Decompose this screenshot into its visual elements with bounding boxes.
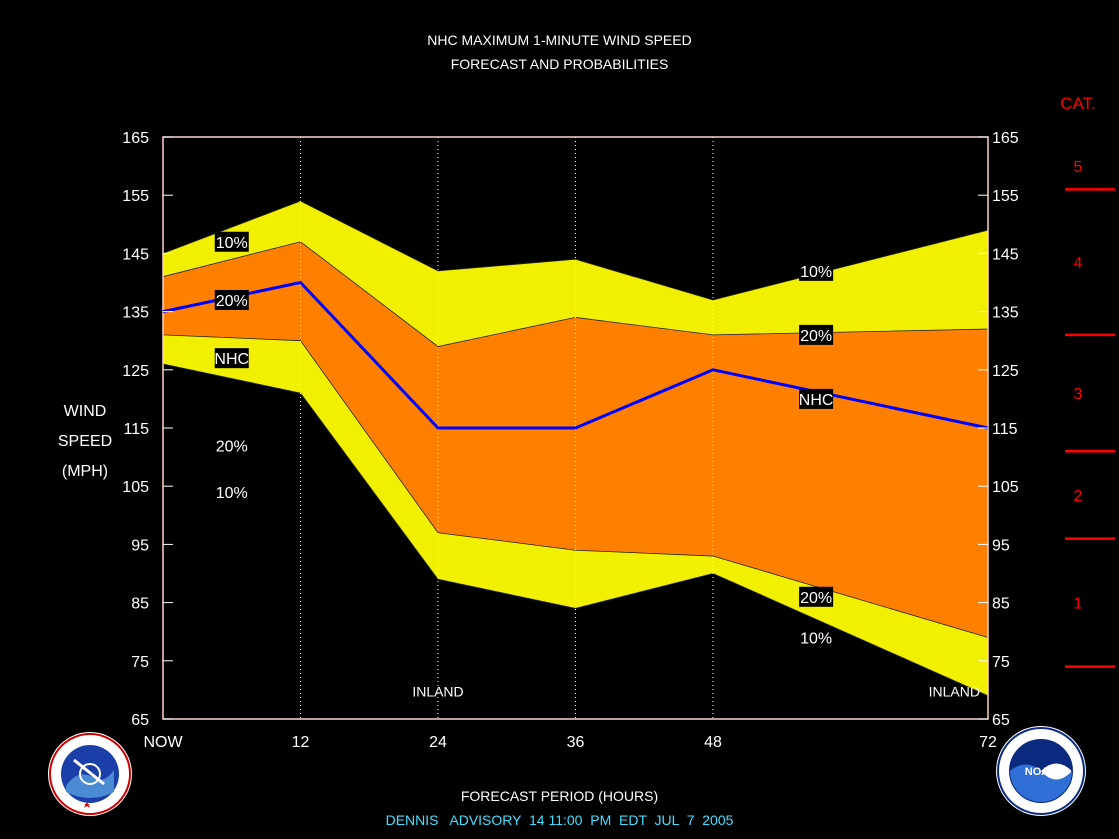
y-tick-label-left: 75 <box>131 654 149 671</box>
series-label-left: 10% <box>216 485 248 502</box>
band-edge-20pct-upper <box>162 241 989 347</box>
series-labels: 10% 20% NHC 20% 10% 10% 20% NHC 20% 10% <box>214 231 834 648</box>
x-tick-label: 36 <box>567 734 585 751</box>
y-tick-label-right: 115 <box>992 421 1018 438</box>
series-label-box-left-4 <box>214 482 249 503</box>
y-axis-label-line1: WIND <box>63 403 107 420</box>
series-label-box-left-0 <box>214 231 249 252</box>
series-label-box-left-1 <box>214 289 249 310</box>
vertical-gridlines <box>300 137 714 719</box>
chart-title-line1: NHC MAXIMUM 1-MINUTE WIND SPEED <box>427 32 692 48</box>
y-tick-label-right: 155 <box>992 188 1019 205</box>
y-tick-label-left: 145 <box>122 246 149 263</box>
y-tick-label-left: 105 <box>122 479 149 496</box>
band-edge-10pct-upper <box>162 200 989 301</box>
chart-title-line2: FORECAST AND PROBABILITIES <box>450 56 669 72</box>
series-label-right: NHC <box>799 392 834 409</box>
y-tick-label-left: 135 <box>122 305 149 322</box>
band-20-percent <box>163 241 988 638</box>
x-tick-label: 24 <box>429 734 447 751</box>
nhc-forecast-line <box>162 280 989 430</box>
category-label: 4 <box>1074 255 1083 272</box>
y-tick-label-left: 165 <box>122 130 149 147</box>
x-axis-title: FORECAST PERIOD (HOURS) <box>460 788 659 804</box>
y-tick-label-left: 155 <box>122 188 149 205</box>
series-label-right: 10% <box>800 631 832 648</box>
series-label-right: 10% <box>800 264 832 281</box>
series-label-right: 20% <box>800 328 832 345</box>
y-tick-label-right: 95 <box>992 537 1010 554</box>
y-tick-label-right: 165 <box>992 130 1019 147</box>
category-label: 3 <box>1074 386 1083 403</box>
category-scale-title: CAT. <box>1060 94 1096 113</box>
x-tick-label: 48 <box>704 734 722 751</box>
nws-logo-icon <box>44 730 136 823</box>
inland-annotation: INLAND <box>412 683 463 699</box>
band-edge-10pct-lower <box>162 363 989 697</box>
x-tick-label: 72 <box>979 734 997 751</box>
y-tick-label-right: 65 <box>992 712 1010 729</box>
annotations: INLAND INLAND <box>412 683 980 699</box>
series-label-box-left-3 <box>214 435 249 456</box>
y-tick-label-right: 125 <box>992 363 1019 380</box>
category-label: 2 <box>1074 488 1083 505</box>
y-tick-label-right: 75 <box>992 654 1010 671</box>
series-label-left: NHC <box>214 351 249 368</box>
y-tick-label-right: 135 <box>992 305 1019 322</box>
advisory-line: DENNIS ADVISORY 14 11:00 PM EDT JUL 7 20… <box>385 812 734 828</box>
series-label-box-right-4 <box>799 627 834 648</box>
series-label-box-right-1 <box>799 324 834 345</box>
category-scale: CAT. 1 2 3 4 5 <box>1060 94 1115 668</box>
category-label: 1 <box>1074 596 1083 613</box>
series-label-box-right-3 <box>799 586 834 607</box>
y-tick-label-left: 115 <box>123 421 149 438</box>
noaa-logo-icon: NOAA <box>994 724 1088 823</box>
nhc-line <box>162 280 989 430</box>
series-label-right: 20% <box>800 590 832 607</box>
y-tick-label-left: 125 <box>122 363 149 380</box>
series-label-left: 20% <box>216 293 248 310</box>
series-label-box-right-0 <box>799 260 834 281</box>
y-tick-label-right: 105 <box>992 479 1019 496</box>
y-tick-label-left: 85 <box>131 596 149 613</box>
x-tick-label: NOW <box>143 734 183 751</box>
y-tick-label-left: 65 <box>131 712 149 729</box>
y-axis-ticks: 65 65 75 75 85 85 95 95 105 105 115 115 125 125 135 135… <box>122 130 1019 729</box>
series-label-box-left-2 <box>214 348 249 369</box>
y-axis-label-line2: SPEED <box>57 433 113 450</box>
x-axis-ticks: NOW 12 24 36 48 72 <box>143 734 997 751</box>
series-label-box-right-2 <box>799 388 834 409</box>
series-label-left: 20% <box>216 438 248 455</box>
series-label-left: 10% <box>216 235 248 252</box>
category-label: 5 <box>1074 159 1083 176</box>
svg-text:NOAA: NOAA <box>1025 766 1057 778</box>
band-edge-20pct-lower <box>162 334 989 638</box>
y-tick-label-right: 85 <box>992 596 1010 613</box>
inland-annotation: INLAND <box>929 683 980 699</box>
x-tick-label: 12 <box>292 734 310 751</box>
y-axis-label-line3: (MPH) <box>61 463 109 480</box>
y-tick-label-left: 95 <box>131 537 149 554</box>
y-tick-label-right: 145 <box>992 246 1019 263</box>
probability-bands <box>162 200 989 697</box>
